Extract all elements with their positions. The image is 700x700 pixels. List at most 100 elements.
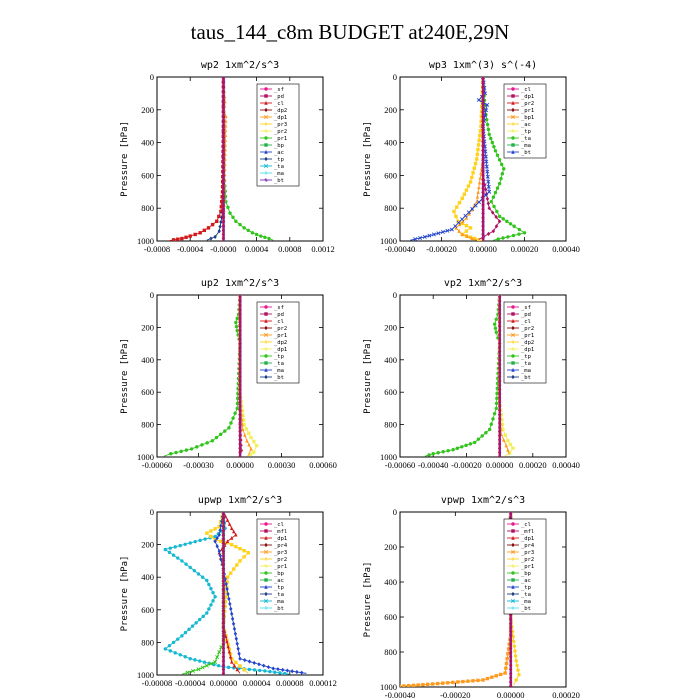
legend-marker bbox=[511, 107, 515, 113]
series-marker bbox=[219, 219, 223, 225]
series-marker bbox=[460, 232, 464, 237]
series-marker bbox=[242, 549, 246, 553]
x-tick-label: 0.00000 bbox=[469, 244, 497, 254]
series-marker bbox=[267, 236, 271, 241]
zero-bundle-marker bbox=[221, 194, 226, 199]
series-marker bbox=[475, 199, 479, 204]
series-marker bbox=[206, 226, 211, 230]
x-tick-label: 0.0012 bbox=[311, 244, 334, 254]
series-marker bbox=[235, 401, 240, 406]
series-marker bbox=[204, 663, 209, 668]
zero-bundle-marker bbox=[238, 420, 242, 426]
zero-bundle-marker bbox=[497, 341, 502, 346]
legend-marker bbox=[264, 325, 268, 331]
series-marker bbox=[217, 532, 221, 537]
series-marker bbox=[484, 159, 489, 164]
legend-label: _pd bbox=[274, 94, 284, 100]
series-marker bbox=[513, 649, 517, 653]
series-marker bbox=[190, 624, 195, 628]
series-marker bbox=[489, 199, 493, 204]
zero-bundle-marker bbox=[221, 228, 226, 233]
series-marker bbox=[460, 196, 464, 201]
legend-marker bbox=[264, 584, 268, 589]
series-marker bbox=[499, 176, 503, 181]
legend-marker bbox=[511, 347, 515, 351]
zero-bundle-marker bbox=[508, 679, 513, 685]
series-marker bbox=[209, 529, 213, 533]
x-tick-label: -0.00040 bbox=[385, 244, 415, 254]
series-marker bbox=[209, 603, 213, 607]
legend-label: _ac bbox=[274, 578, 284, 584]
series-marker bbox=[295, 669, 299, 675]
series-marker bbox=[463, 213, 468, 218]
series-marker bbox=[233, 631, 238, 636]
legend-marker bbox=[511, 361, 515, 365]
zero-bundle-marker bbox=[221, 608, 226, 613]
zero-bundle-marker bbox=[481, 190, 485, 195]
series-marker bbox=[173, 545, 177, 549]
legend-marker bbox=[264, 606, 268, 610]
series-marker bbox=[224, 114, 228, 119]
series-marker bbox=[224, 123, 228, 128]
y-tick-label: 600 bbox=[384, 170, 397, 180]
y-tick-label: 1000 bbox=[380, 236, 397, 246]
zero-bundle-marker bbox=[508, 684, 513, 687]
series-marker bbox=[218, 224, 222, 229]
series-marker bbox=[213, 595, 217, 599]
zero-bundle-marker bbox=[221, 219, 226, 224]
legend-marker bbox=[264, 100, 268, 105]
zero-bundle-marker bbox=[481, 93, 485, 98]
series-marker bbox=[210, 222, 215, 227]
zero-bundle-marker bbox=[497, 320, 502, 325]
series-marker bbox=[168, 546, 172, 550]
zero-bundle-marker bbox=[238, 299, 242, 304]
series-marker bbox=[481, 678, 485, 682]
legend-marker bbox=[264, 529, 268, 533]
legend-marker bbox=[511, 100, 515, 105]
series-marker bbox=[492, 145, 496, 149]
series-marker bbox=[418, 235, 423, 241]
series-marker bbox=[235, 667, 239, 672]
series-marker bbox=[241, 418, 246, 422]
series-marker bbox=[494, 214, 498, 220]
series-marker bbox=[473, 203, 478, 208]
series-marker bbox=[259, 234, 263, 238]
zero-bundle-marker bbox=[238, 295, 242, 300]
legend-marker bbox=[264, 564, 268, 568]
x-tick-label: -0.00008 bbox=[142, 678, 172, 688]
legend-marker bbox=[264, 143, 268, 147]
series-marker bbox=[476, 143, 481, 147]
series-line-pr2 bbox=[400, 512, 512, 687]
series-marker bbox=[234, 320, 238, 325]
series-marker bbox=[431, 232, 436, 237]
zero-bundle-marker bbox=[238, 450, 242, 455]
zero-bundle-marker bbox=[221, 654, 226, 659]
series-marker bbox=[465, 234, 469, 239]
zero-bundle-marker bbox=[508, 625, 513, 630]
series-marker bbox=[213, 659, 218, 664]
legend-label: _pd bbox=[521, 312, 531, 318]
series-marker bbox=[478, 133, 482, 138]
legend-marker bbox=[264, 578, 268, 582]
legend-label: _pr2 bbox=[521, 326, 534, 332]
series-marker bbox=[237, 651, 241, 656]
zero-bundle-marker bbox=[221, 579, 226, 584]
legend-label: _dp1 bbox=[274, 115, 287, 121]
legend-marker bbox=[264, 318, 268, 323]
series-marker bbox=[492, 411, 497, 416]
series-marker bbox=[484, 108, 489, 113]
zero-bundle-marker bbox=[221, 549, 226, 554]
legend-marker bbox=[264, 367, 268, 372]
zero-bundle-marker bbox=[497, 412, 502, 417]
zero-bundle-marker bbox=[221, 77, 226, 82]
zero-bundle-marker bbox=[238, 328, 242, 333]
legend-marker bbox=[511, 312, 515, 316]
series-marker bbox=[205, 531, 209, 535]
series-marker bbox=[491, 417, 495, 421]
series-marker bbox=[473, 161, 478, 166]
legend-marker bbox=[511, 122, 515, 126]
series-marker bbox=[208, 661, 213, 666]
series-marker bbox=[183, 630, 188, 635]
series-marker bbox=[200, 443, 204, 447]
